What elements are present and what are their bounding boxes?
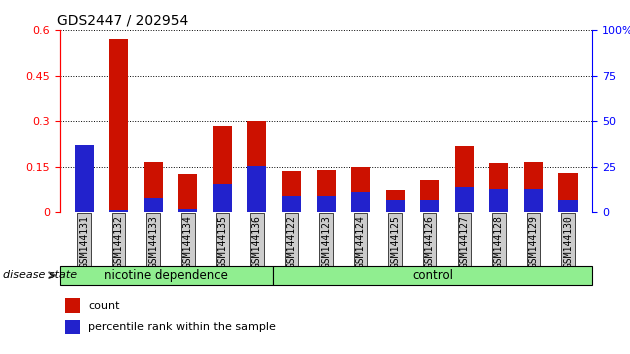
Text: control: control (412, 269, 453, 282)
Text: percentile rank within the sample: percentile rank within the sample (88, 322, 276, 332)
Bar (490, 163, 508, 212)
Bar (248, 166, 266, 212)
Text: nicotine dependence: nicotine dependence (105, 269, 228, 282)
Bar (282, 171, 301, 212)
Bar (109, 39, 128, 212)
Bar (74, 152, 93, 212)
Bar (144, 198, 163, 212)
Bar (144, 162, 163, 212)
Bar (282, 196, 301, 212)
Bar (109, 210, 128, 212)
Bar (248, 121, 266, 212)
Bar (420, 181, 439, 212)
Text: count: count (88, 301, 120, 311)
Bar (455, 187, 474, 212)
Text: GDS2447 / 202954: GDS2447 / 202954 (57, 13, 188, 28)
Bar (316, 171, 336, 212)
Bar (490, 189, 508, 212)
Bar (213, 184, 232, 212)
Bar (386, 200, 404, 212)
Bar (60, 266, 273, 285)
Bar (178, 209, 197, 212)
Bar (386, 190, 404, 212)
Bar (351, 167, 370, 212)
Bar (559, 173, 578, 212)
Bar (213, 126, 232, 212)
Bar (65, 320, 80, 334)
Text: disease state: disease state (3, 270, 77, 280)
Bar (559, 200, 578, 212)
Bar (74, 145, 93, 212)
Bar (178, 175, 197, 212)
Bar (316, 196, 336, 212)
Bar (524, 189, 543, 212)
Bar (524, 162, 543, 212)
Bar (65, 298, 80, 313)
Bar (455, 145, 474, 212)
Bar (273, 266, 592, 285)
Bar (351, 192, 370, 212)
Bar (420, 200, 439, 212)
